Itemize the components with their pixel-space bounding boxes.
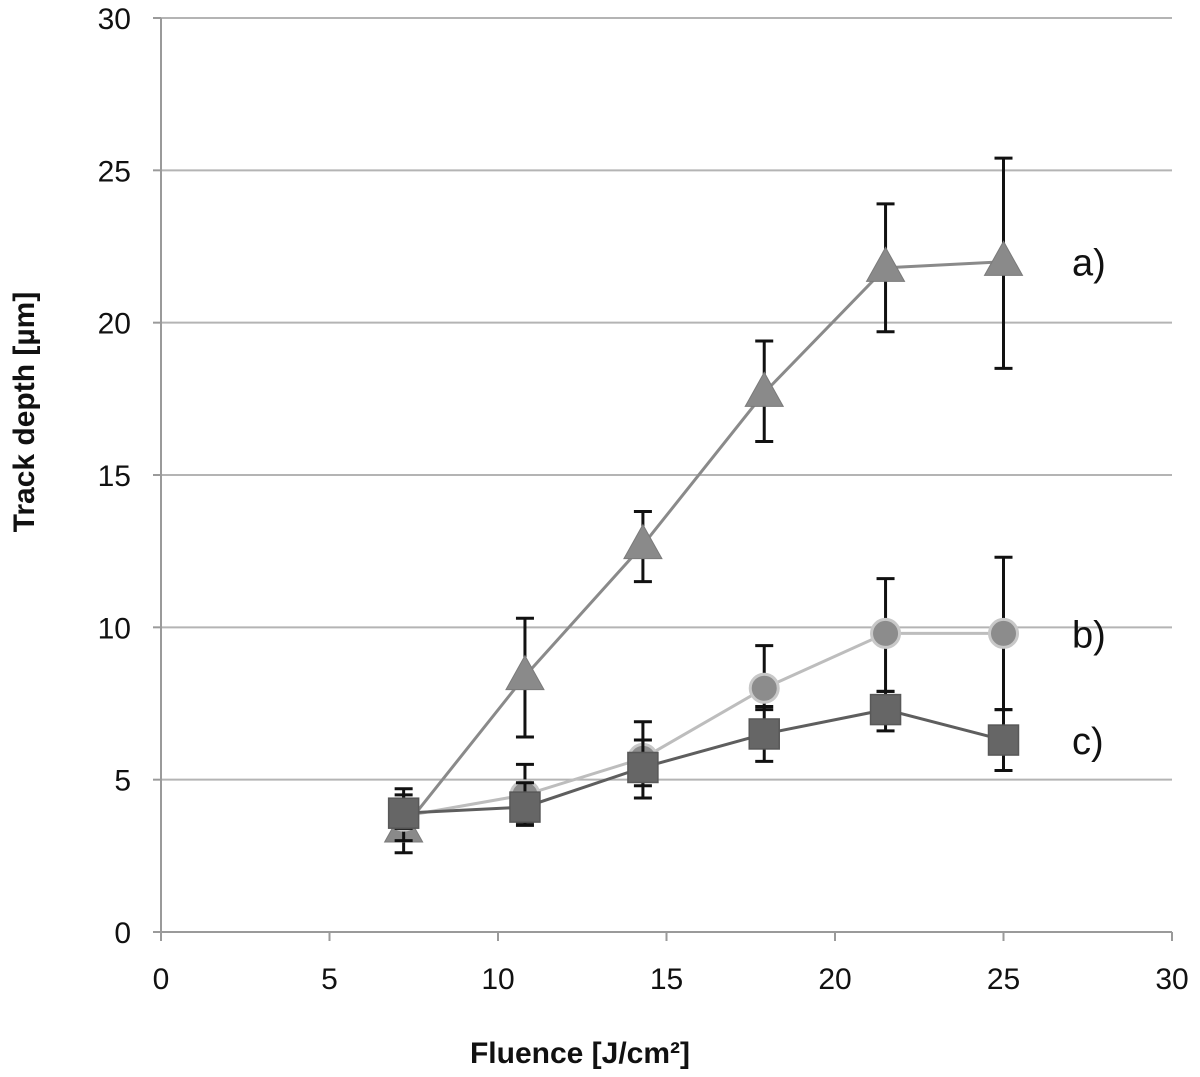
y-tick-label: 20	[98, 308, 131, 341]
y-tick-label: 25	[98, 155, 131, 188]
x-axis-title: Fluence [J/cm²]	[470, 1037, 690, 1070]
data-point-triangle	[505, 654, 545, 691]
x-tick-label: 20	[818, 963, 851, 996]
x-tick-label: 30	[1155, 963, 1188, 996]
series-labels: a) b) c)	[1072, 243, 1106, 763]
series-line	[402, 260, 1004, 830]
series-line	[403, 708, 1004, 815]
data-point-triangle	[744, 371, 785, 407]
series-label: c)	[1072, 721, 1104, 763]
data-point-square	[509, 791, 541, 823]
series-label: b)	[1072, 614, 1106, 656]
series-label: a)	[1072, 243, 1106, 285]
data-point-square	[627, 751, 659, 784]
x-tick-label: 5	[321, 963, 338, 996]
y-tick-label: 30	[98, 3, 131, 36]
y-tick-label: 0	[114, 917, 131, 950]
axes	[153, 17, 1173, 941]
series-line	[403, 631, 1004, 818]
gridlines	[161, 17, 1172, 781]
x-tick-label: 10	[481, 963, 514, 996]
data-point-circle	[988, 617, 1019, 649]
y-tick-label: 10	[98, 612, 131, 645]
x-tick-labels: 0 5 10 15 20 25 30	[153, 963, 1189, 996]
x-tick-label: 25	[987, 963, 1020, 996]
data-point-square	[387, 797, 420, 829]
data-point-circle	[870, 617, 902, 649]
series-0	[383, 156, 1024, 855]
data-point-circle	[748, 672, 780, 704]
plot-series	[383, 156, 1024, 855]
x-tick-label: 0	[153, 963, 170, 996]
y-axis-title: Track depth [µm]	[8, 292, 41, 533]
data-point-triangle	[983, 240, 1024, 276]
data-point-square	[748, 718, 780, 750]
y-tick-label: 15	[98, 460, 131, 493]
data-point-triangle	[623, 523, 663, 560]
data-point-triangle	[865, 246, 906, 282]
data-point-square	[987, 724, 1020, 756]
y-tick-labels: 0 5 10 15 20 25 30	[98, 3, 131, 950]
y-tick-label: 5	[114, 765, 131, 798]
data-point-square	[869, 693, 902, 726]
series-1	[388, 555, 1019, 843]
series-2	[387, 689, 1020, 830]
x-tick-label: 15	[650, 963, 683, 996]
